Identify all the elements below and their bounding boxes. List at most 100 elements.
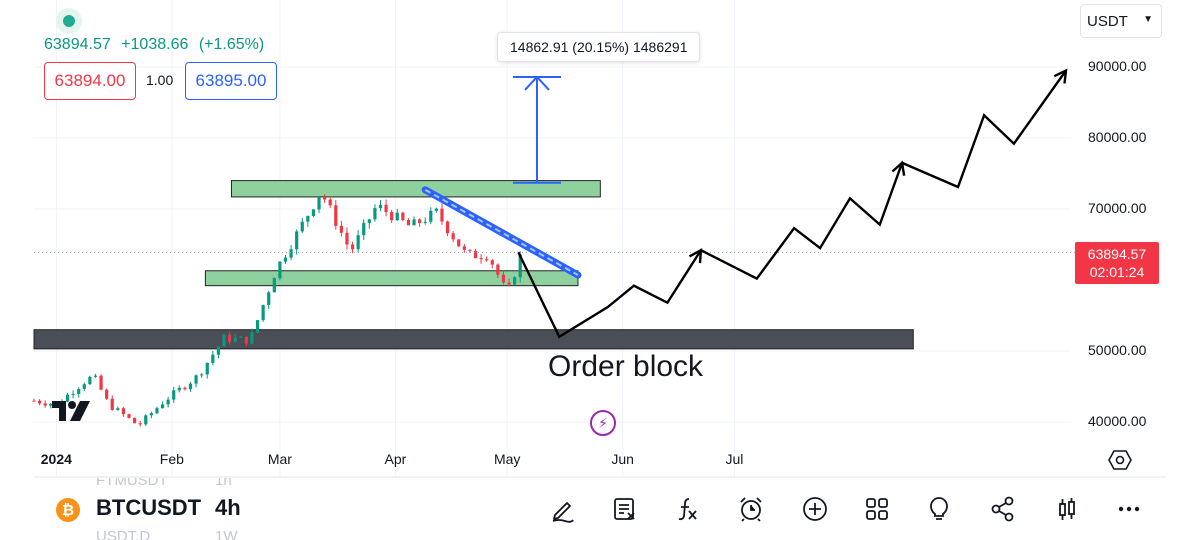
candle-body xyxy=(205,362,209,375)
candle-body xyxy=(311,209,316,216)
candle-body xyxy=(412,219,416,226)
candle-body xyxy=(194,375,198,384)
projection-arrowhead xyxy=(688,248,703,264)
candle-body xyxy=(434,208,438,211)
candle-body xyxy=(384,204,388,213)
candle-body xyxy=(289,249,293,258)
candle-body xyxy=(479,258,483,260)
timeframe[interactable]: 4h xyxy=(215,495,241,520)
candle-body xyxy=(155,408,159,414)
candle-body xyxy=(328,199,332,206)
candle-body xyxy=(501,274,506,283)
candle-body xyxy=(244,336,248,344)
ghost-timeframe-above: 1h xyxy=(215,478,232,489)
candle-body xyxy=(43,403,47,406)
ghost-symbol-below: USDT.D xyxy=(96,528,151,540)
candle-body xyxy=(367,219,371,223)
candle-body xyxy=(88,376,92,385)
chart-settings-icon[interactable] xyxy=(1108,448,1132,472)
quote-summary: 63894.57 +1038.66 (+1.65%) xyxy=(44,36,270,54)
candle-body xyxy=(283,257,288,262)
candle-body xyxy=(518,254,522,278)
buy-button[interactable]: 63895.00 xyxy=(185,62,277,100)
symbol-name[interactable]: BTCUSDT xyxy=(96,495,202,520)
candles-icon[interactable] xyxy=(1050,492,1084,526)
candle-body xyxy=(255,320,260,333)
alert-icon[interactable] xyxy=(734,492,768,526)
price-change-pct: (+1.65%) xyxy=(198,36,265,53)
candle-body xyxy=(172,390,176,400)
candle-body xyxy=(423,221,427,223)
indicators-icon[interactable] xyxy=(670,492,704,526)
candle-body xyxy=(138,423,142,425)
share-icon[interactable] xyxy=(986,492,1020,526)
candle-body xyxy=(473,250,478,259)
candle-body xyxy=(105,389,109,399)
candle-body xyxy=(295,231,299,250)
candle-body xyxy=(32,400,36,402)
candle-body xyxy=(261,304,265,321)
last-price-tag: 63894.57 02:01:24 xyxy=(1075,242,1159,284)
order-block-label: Order block xyxy=(548,350,704,383)
measure-tooltip: 14862.91 (20.15%) 1486291 xyxy=(497,32,701,62)
candle-body xyxy=(216,346,221,355)
more-icon[interactable] xyxy=(1112,492,1146,526)
candle-body xyxy=(429,210,433,222)
x-tick-label: May xyxy=(493,451,521,467)
notes-icon[interactable] xyxy=(608,492,642,526)
candle-body xyxy=(272,278,276,293)
candle-body xyxy=(166,399,170,405)
projection-path xyxy=(517,69,1067,339)
candle-body xyxy=(513,277,517,285)
x-tick-label: Apr xyxy=(384,451,407,467)
chevron-down-icon: ▼ xyxy=(1143,14,1153,25)
add-icon[interactable] xyxy=(798,492,832,526)
tradingview-logo-icon xyxy=(52,401,90,421)
sell-button[interactable]: 63894.00 xyxy=(44,62,136,100)
bitcoin-icon: ₿ xyxy=(56,498,80,522)
candle-body xyxy=(468,249,472,251)
candle-body xyxy=(440,208,444,222)
candle-body xyxy=(350,244,355,250)
spread-value: 1.00 xyxy=(146,72,174,88)
candle-body xyxy=(144,415,148,425)
candle-body xyxy=(116,408,120,410)
x-tick-label: Mar xyxy=(267,451,292,467)
currency-value: USDT xyxy=(1087,12,1128,30)
candle-body xyxy=(339,225,343,233)
y-tick-label: 70000.00 xyxy=(1088,200,1147,216)
flash-icon[interactable]: ⚡ xyxy=(590,410,616,436)
trendline-inner xyxy=(424,188,579,276)
candle-body xyxy=(239,336,243,338)
candle-body xyxy=(362,222,366,236)
candle-body xyxy=(99,375,103,390)
brush-icon[interactable] xyxy=(546,492,580,526)
candle-body xyxy=(177,387,181,391)
projection-arrowhead xyxy=(891,160,906,176)
last-price-tag-value: 63894.57 xyxy=(1087,246,1147,262)
drawings-layer xyxy=(34,68,1075,339)
candle-body xyxy=(183,387,187,390)
resistance-zone xyxy=(230,180,601,198)
candle-body xyxy=(356,235,360,250)
layout-icon[interactable] xyxy=(860,492,894,526)
x-tick-label: Jun xyxy=(611,451,634,467)
candle-body xyxy=(278,261,282,279)
candle-body xyxy=(300,221,304,232)
candle-body xyxy=(65,394,70,402)
y-tick-label: 80000.00 xyxy=(1088,129,1147,145)
x-tick-label: Feb xyxy=(159,451,184,467)
candle-body xyxy=(127,414,131,418)
candle-body xyxy=(401,212,405,220)
y-tick-label: 90000.00 xyxy=(1088,58,1147,74)
candle-body xyxy=(49,404,53,406)
measure-arrowhead xyxy=(524,75,550,91)
candle-body xyxy=(390,212,394,221)
ideas-icon[interactable] xyxy=(922,492,956,526)
candle-body xyxy=(445,221,450,234)
candle-body xyxy=(211,354,215,363)
candle-body xyxy=(71,393,75,395)
candle-body xyxy=(317,196,321,210)
currency-select[interactable]: USDT ▼ xyxy=(1080,4,1162,38)
candle-body xyxy=(200,374,204,376)
